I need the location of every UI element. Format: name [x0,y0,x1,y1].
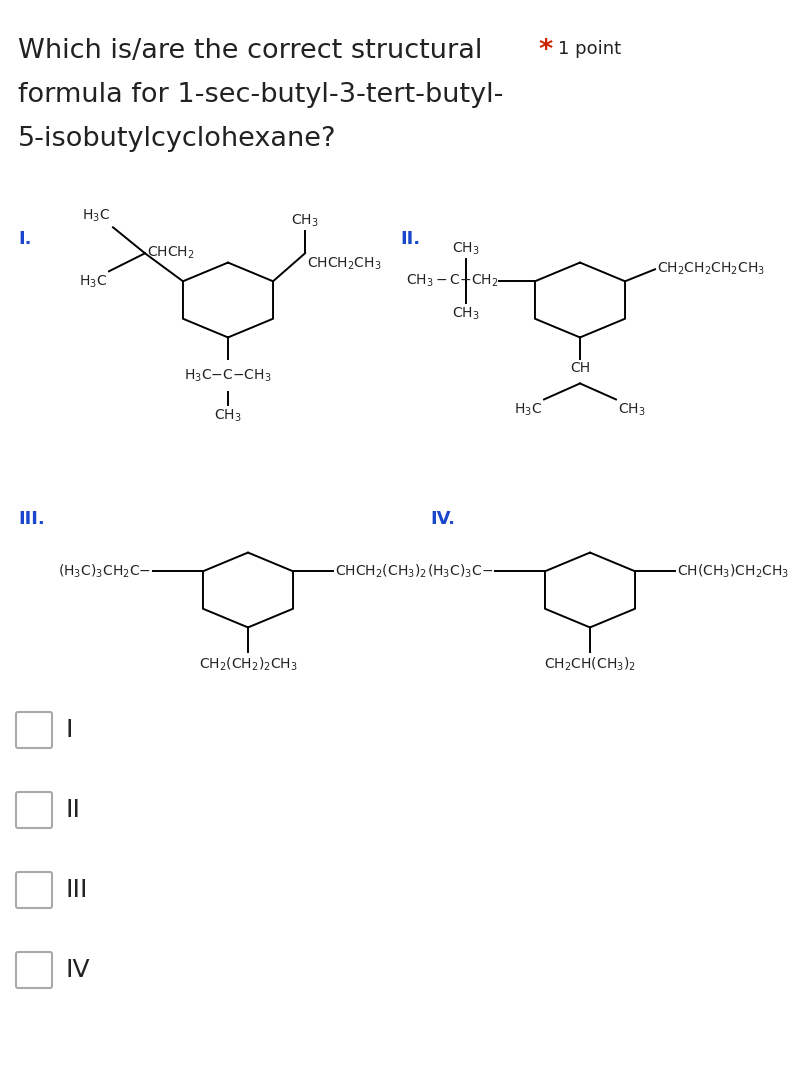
Text: H$_3$C$-$C$-$CH$_3$: H$_3$C$-$C$-$CH$_3$ [184,367,272,384]
Text: CH$_2$(CH$_2$)$_2$CH$_3$: CH$_2$(CH$_2$)$_2$CH$_3$ [198,655,297,673]
Text: 5-isobutylcyclohexane?: 5-isobutylcyclohexane? [18,126,337,152]
Text: CH: CH [570,362,590,375]
Text: formula for 1-sec-butyl-3-tert-butyl-: formula for 1-sec-butyl-3-tert-butyl- [18,82,503,108]
Text: CH$_3$: CH$_3$ [618,401,645,417]
Text: CH$_3$: CH$_3$ [452,241,480,257]
Text: 1 point: 1 point [558,40,621,58]
FancyBboxPatch shape [16,792,52,828]
Text: I: I [66,718,73,742]
Text: H$_3$C: H$_3$C [79,274,107,290]
Text: CH$_2$CH(CH$_3$)$_2$: CH$_2$CH(CH$_3$)$_2$ [544,655,636,673]
Text: CHCH$_2$: CHCH$_2$ [147,245,194,262]
Text: (H$_3$C)$_3$CH$_2$C$-$: (H$_3$C)$_3$CH$_2$C$-$ [58,562,151,580]
Text: CHCH$_2$(CH$_3$)$_2$: CHCH$_2$(CH$_3$)$_2$ [335,562,427,580]
FancyBboxPatch shape [16,952,52,988]
Text: CH$_3$: CH$_3$ [214,408,242,424]
Text: II: II [66,798,81,822]
Text: H$_3$C: H$_3$C [514,401,542,417]
Text: Which is/are the correct structural: Which is/are the correct structural [18,38,483,64]
Text: I.: I. [18,230,32,249]
Text: CH$_3$: CH$_3$ [452,305,480,322]
Text: II.: II. [400,230,420,249]
Text: IV.: IV. [430,510,455,528]
Text: CH$_2$CH$_2$CH$_2$CH$_3$: CH$_2$CH$_2$CH$_2$CH$_3$ [657,262,766,278]
Text: IV: IV [66,958,91,982]
Text: CH(CH$_3$)CH$_2$CH$_3$: CH(CH$_3$)CH$_2$CH$_3$ [677,562,789,580]
Text: III.: III. [18,510,45,528]
Text: III: III [66,879,88,903]
Text: H$_3$C: H$_3$C [82,208,110,225]
Text: *: * [538,38,552,64]
Text: CHCH$_2$CH$_3$: CHCH$_2$CH$_3$ [307,255,382,271]
FancyBboxPatch shape [16,872,52,908]
Text: (H$_3$C)$_3$C$-$: (H$_3$C)$_3$C$-$ [427,562,493,580]
Text: CH$_3$: CH$_3$ [292,213,319,229]
FancyBboxPatch shape [16,712,52,748]
Text: CH$_3-$C$-$CH$_2$: CH$_3-$C$-$CH$_2$ [406,274,499,290]
